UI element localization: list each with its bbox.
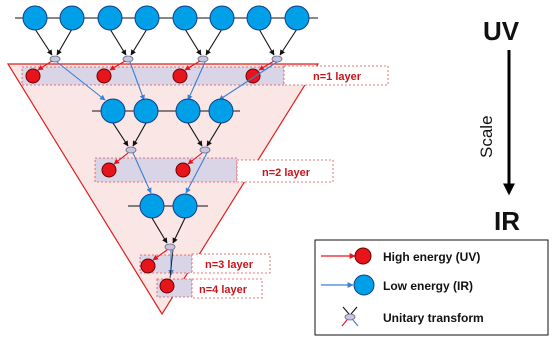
legend-uv-node [354,247,372,265]
legend-high-energy: High energy (UV) [383,250,480,264]
layer2-uv-nodes [101,162,191,178]
legend-unitary: Unitary transform [383,311,484,325]
level0-arrows [34,28,298,56]
layer2-ir-arrows [132,152,208,194]
layer-1-label: n=1 layer [313,71,362,83]
layer1-ir-arrows [56,61,278,101]
layer-4-label: n=4 layer [199,284,248,296]
legend-ir-node [353,274,375,296]
level2-arrows [151,217,186,244]
layer3-uv-node [140,258,156,274]
legend-low-energy: Low energy (IR) [383,279,473,293]
layer4-uv-node [159,278,175,294]
legend: High energy (UV) Low energy (IR) Unitary… [314,239,549,336]
scale-label: Scale [477,115,496,158]
layer2-unitaries [125,146,211,154]
layer3-uv-arrow [152,249,168,261]
layer-label-boxes [191,65,389,299]
ir-label: IR [494,206,520,236]
layer-2-label: n=2 layer [262,167,311,179]
level0-nodes [15,5,318,31]
layer1-uv-nodes [25,68,261,84]
layer3-unitary [164,243,176,251]
layer1-uv-arrows [37,60,275,71]
uv-label: UV [483,16,520,46]
layer3-black-arrow [169,249,174,279]
level2-nodes [128,193,208,219]
level1-arrows [112,122,222,147]
layer2-uv-arrows [113,152,203,165]
level1-nodes [92,98,240,124]
layer1-unitaries [49,55,283,63]
flow-triangle [6,63,320,316]
legend-unitary-icon [341,306,359,327]
layer-3-label: n=3 layer [205,259,254,271]
